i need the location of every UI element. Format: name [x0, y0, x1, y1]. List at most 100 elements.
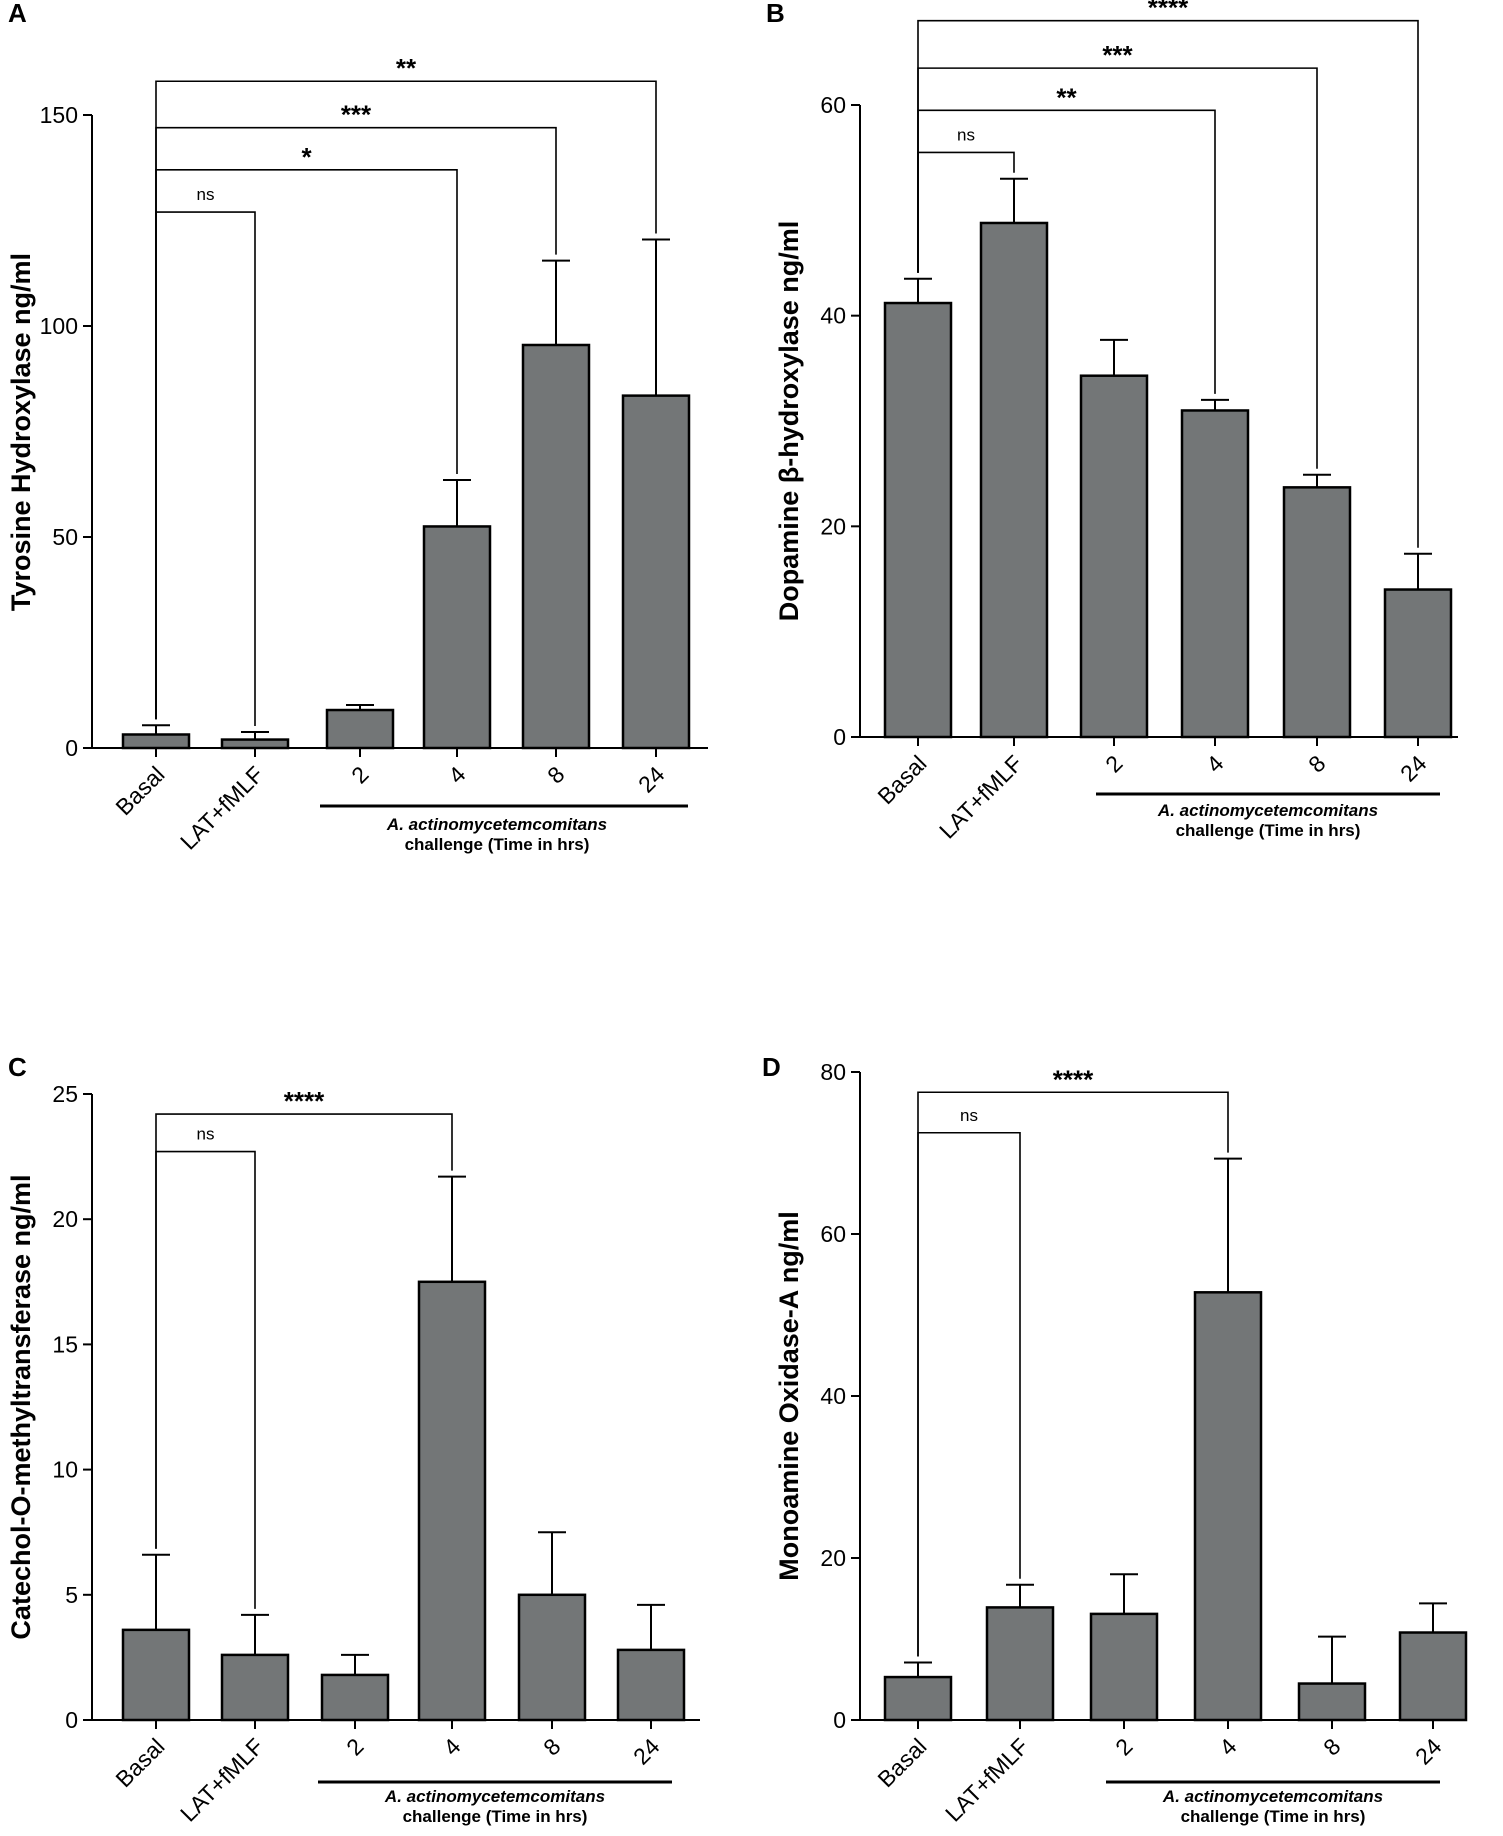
- significance-bracket: [155, 211, 256, 726]
- y-tick-label: 0: [65, 1707, 78, 1733]
- panel-letter: D: [762, 1052, 781, 1082]
- panel-b: B Dopamine β-hydroxylase ng/ml 0 20 40 60 Basa…: [766, 0, 1458, 844]
- bar-8: [1297, 1682, 1367, 1722]
- x-tick-label: 24: [633, 761, 670, 798]
- group-label-time: challenge (Time in hrs): [403, 1807, 588, 1826]
- y-tick-label: 50: [52, 524, 78, 550]
- bar-lat-fmlf: [985, 1606, 1055, 1722]
- y-axis-label: Catechol-O-methyltransferase ng/ml: [6, 1174, 36, 1639]
- bar-24: [1398, 1631, 1468, 1722]
- y-tick-label: 15: [52, 1331, 78, 1357]
- significance-label: ns: [960, 1106, 978, 1125]
- significance-bracket: [155, 169, 458, 720]
- significance-label: **: [1056, 82, 1077, 112]
- bar-8: [521, 343, 591, 750]
- y-tick-label: 100: [40, 313, 78, 339]
- group-label-species: A. actinomycetemcomitans: [386, 815, 607, 834]
- significance-label: ****: [1053, 1064, 1094, 1094]
- x-tick-label: LAT+fMLF: [934, 750, 1028, 844]
- significance-bracket: [917, 19, 1419, 548]
- x-tick-label: 24: [1395, 750, 1432, 787]
- significance-bracket: [155, 126, 557, 720]
- panel-a: A Tyrosine Hydroxylase ng/ml 0 50 100 150 Basa…: [6, 0, 708, 855]
- group-label-time: challenge (Time in hrs): [405, 835, 590, 854]
- bar-basal: [883, 301, 953, 739]
- bar-4: [422, 525, 492, 750]
- bar-24: [616, 1648, 686, 1722]
- y-tick-label: 20: [820, 513, 846, 539]
- bar-2: [320, 1673, 390, 1722]
- bar-lat-fmlf: [220, 738, 290, 750]
- bar-24: [1383, 588, 1453, 739]
- group-label-species: A. actinomycetemcomitans: [1162, 1787, 1383, 1806]
- significance-label: *: [301, 142, 312, 172]
- y-tick-label: 20: [820, 1545, 846, 1571]
- significance-label: ***: [341, 100, 372, 130]
- x-tick-label: Basal: [872, 1733, 931, 1792]
- x-tick-label: 24: [628, 1733, 665, 1770]
- y-tick-label: 40: [820, 1383, 846, 1409]
- significance-label: ns: [197, 1125, 215, 1144]
- x-tick-label: 2: [1100, 750, 1127, 777]
- y-tick-label: 80: [820, 1059, 846, 1085]
- significance-bracket: [917, 1131, 1021, 1657]
- panel-c: C Catechol-O-methyltransferase ng/ml 0 5 10 1…: [6, 1052, 700, 1827]
- y-tick-label: 60: [820, 92, 846, 118]
- panel-letter: C: [8, 1052, 27, 1082]
- bar-2: [1089, 1612, 1159, 1722]
- group-label-species: A. actinomycetemcomitans: [1157, 801, 1378, 820]
- significance-label: ***: [1102, 40, 1133, 70]
- x-tick-label: Basal: [110, 761, 169, 820]
- bar-2: [325, 708, 395, 750]
- group-label-species: A. actinomycetemcomitans: [384, 1787, 605, 1806]
- x-tick-label: 4: [1201, 750, 1229, 778]
- bar-4: [417, 1280, 487, 1722]
- y-axis-label: Monoamine Oxidase-A ng/ml: [774, 1211, 804, 1581]
- x-tick-label: Basal: [110, 1733, 169, 1792]
- panel-letter: A: [8, 0, 27, 28]
- bar-4: [1193, 1291, 1263, 1722]
- x-tick-label: 24: [1410, 1733, 1447, 1770]
- bar-lat-fmlf: [220, 1653, 290, 1722]
- bar-basal: [883, 1675, 953, 1722]
- significance-bracket: [155, 80, 657, 720]
- y-tick-label: 0: [65, 735, 78, 761]
- y-tick-label: 60: [820, 1221, 846, 1247]
- y-axis-label: Tyrosine Hydroxylase ng/ml: [6, 253, 36, 611]
- bar-4: [1180, 409, 1250, 739]
- group-label-time: challenge (Time in hrs): [1181, 1807, 1366, 1826]
- significance-label: ns: [197, 185, 215, 204]
- y-tick-label: 150: [40, 102, 78, 128]
- x-tick-label: 4: [1214, 1733, 1242, 1761]
- significance-label: **: [396, 53, 417, 83]
- significance-bracket: [155, 1150, 256, 1609]
- y-tick-label: 5: [65, 1582, 78, 1608]
- x-tick-label: LAT+fMLF: [940, 1733, 1034, 1827]
- bar-8: [517, 1593, 587, 1722]
- x-tick-label: LAT+fMLF: [175, 761, 269, 855]
- bar-basal: [121, 1628, 191, 1722]
- x-tick-label: 2: [341, 1733, 368, 1760]
- panel-d: D Monoamine Oxidase-A ng/ml 0 20 40 60 80 Basal…: [762, 1052, 1468, 1827]
- panel-letter: B: [766, 0, 785, 28]
- y-axis-label: Dopamine β-hydroxylase ng/ml: [774, 221, 804, 622]
- significance-label: ****: [284, 1086, 325, 1116]
- x-tick-label: 2: [1110, 1733, 1137, 1760]
- x-tick-label: 8: [542, 761, 569, 788]
- x-tick-label: LAT+fMLF: [175, 1733, 269, 1827]
- y-tick-label: 40: [820, 303, 846, 329]
- bar-24: [621, 394, 691, 750]
- bar-2: [1079, 374, 1149, 739]
- y-tick-label: 0: [833, 1707, 846, 1733]
- significance-label: ns: [957, 125, 975, 144]
- x-tick-label: 2: [346, 761, 373, 788]
- bar-lat-fmlf: [979, 221, 1049, 739]
- group-label-time: challenge (Time in hrs): [1176, 821, 1361, 840]
- x-tick-label: 4: [438, 1733, 466, 1761]
- x-tick-label: 8: [1318, 1733, 1345, 1760]
- y-tick-label: 25: [52, 1081, 78, 1107]
- y-tick-label: 20: [52, 1206, 78, 1232]
- x-tick-label: Basal: [872, 750, 931, 809]
- significance-bracket: [155, 1113, 453, 1549]
- bar-8: [1282, 486, 1352, 739]
